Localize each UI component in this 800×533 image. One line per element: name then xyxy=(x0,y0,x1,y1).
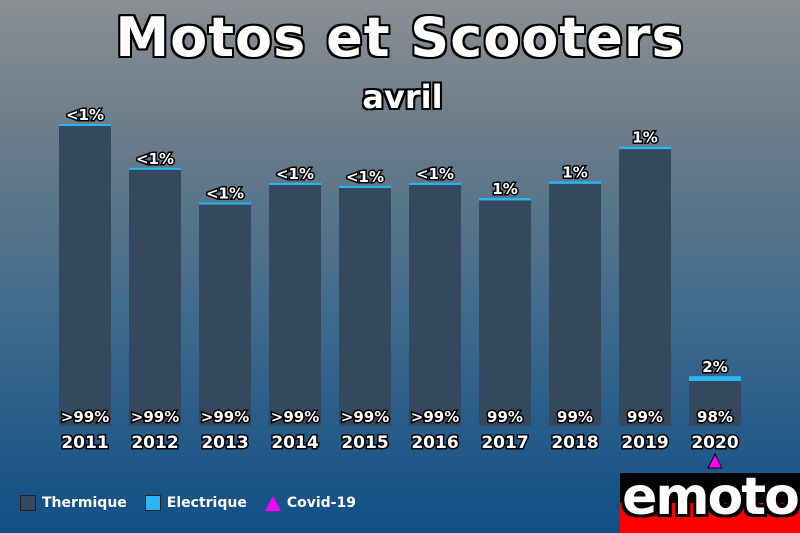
thermique-label-2012: >99% xyxy=(131,408,179,426)
emoto-logo: emoto xyxy=(620,473,800,533)
bar-thermique-2017 xyxy=(479,200,531,426)
thermique-label-2019: 99% xyxy=(627,408,663,426)
thermique-label-2015: >99% xyxy=(341,408,389,426)
covid-triangle-icon xyxy=(264,495,281,511)
logo-text: emoto xyxy=(622,473,800,527)
chart-subtitle: avril xyxy=(362,78,443,116)
chart-title: Motos et Scooters xyxy=(115,6,685,69)
bar-electrique-2014 xyxy=(269,182,321,185)
bar-electrique-2013 xyxy=(199,202,251,205)
bar-thermique-2015 xyxy=(339,187,391,426)
electrique-label-2019: 1% xyxy=(632,129,657,147)
bar-electrique-2015 xyxy=(339,185,391,188)
legend-item-electrique: Electrique xyxy=(144,495,247,511)
bar-thermique-2013 xyxy=(199,204,251,426)
thermique-label-2017: 99% xyxy=(487,408,523,426)
legend-label-thermique: Thermique xyxy=(42,495,127,511)
x-tick-label-2015: 2015 xyxy=(341,433,388,453)
thermique-label-2018: 99% xyxy=(557,408,593,426)
thermique-label-2014: >99% xyxy=(271,408,319,426)
bar-electrique-2018 xyxy=(549,181,601,184)
electrique-label-2013: <1% xyxy=(206,185,244,203)
bar-thermique-2019 xyxy=(619,149,671,427)
electrique-swatch xyxy=(144,495,161,511)
electrique-label-2011: <1% xyxy=(66,106,104,124)
bar-thermique-2014 xyxy=(269,184,321,426)
electrique-label-2017: 1% xyxy=(492,180,517,198)
thermique-label-2011: >99% xyxy=(61,408,109,426)
electrique-label-2020: 2% xyxy=(702,358,727,376)
legend: Thermique Electrique Covid-19 xyxy=(20,495,374,511)
bar-thermique-2016 xyxy=(409,184,461,426)
bar-thermique-2018 xyxy=(549,183,601,426)
thermique-label-2020: 98% xyxy=(697,408,733,426)
bar-electrique-2016 xyxy=(409,182,461,185)
x-tick-label-2016: 2016 xyxy=(411,433,458,453)
bar-thermique-2012 xyxy=(129,169,181,427)
electrique-label-2014: <1% xyxy=(276,165,314,183)
legend-item-covid: Covid-19 xyxy=(264,495,356,511)
thermique-label-2013: >99% xyxy=(201,408,249,426)
legend-label-covid: Covid-19 xyxy=(286,495,356,511)
x-tick-label-2020: 2020 xyxy=(691,433,738,453)
bar-electrique-2017 xyxy=(479,197,531,201)
thermique-label-2016: >99% xyxy=(411,408,459,426)
electrique-label-2016: <1% xyxy=(416,165,454,183)
electrique-label-2012: <1% xyxy=(136,150,174,168)
bar-electrique-2020 xyxy=(689,376,741,382)
bar-thermique-2020 xyxy=(689,381,741,426)
thermique-swatch xyxy=(20,495,36,511)
logo-band-bottom xyxy=(620,503,800,533)
x-tick-label-2012: 2012 xyxy=(131,433,178,453)
x-tick-label-2019: 2019 xyxy=(621,433,668,453)
x-tick-label-2014: 2014 xyxy=(271,433,318,453)
x-tick-label-2018: 2018 xyxy=(551,433,598,453)
bar-electrique-2011 xyxy=(59,124,111,126)
x-tick-label-2011: 2011 xyxy=(61,433,108,453)
electrique-label-2015: <1% xyxy=(346,168,384,186)
electrique-label-2018: 1% xyxy=(562,163,587,181)
bar-electrique-2012 xyxy=(129,167,181,170)
bar-thermique-2011 xyxy=(59,126,111,426)
x-tick-label-2017: 2017 xyxy=(481,433,528,453)
x-tick-label-2013: 2013 xyxy=(201,433,248,453)
logo-band-top xyxy=(620,473,800,503)
covid-marker-2020 xyxy=(707,452,723,469)
bar-electrique-2019 xyxy=(619,146,671,150)
legend-item-thermique: Thermique xyxy=(20,495,127,511)
legend-label-electrique: Electrique xyxy=(166,495,247,511)
